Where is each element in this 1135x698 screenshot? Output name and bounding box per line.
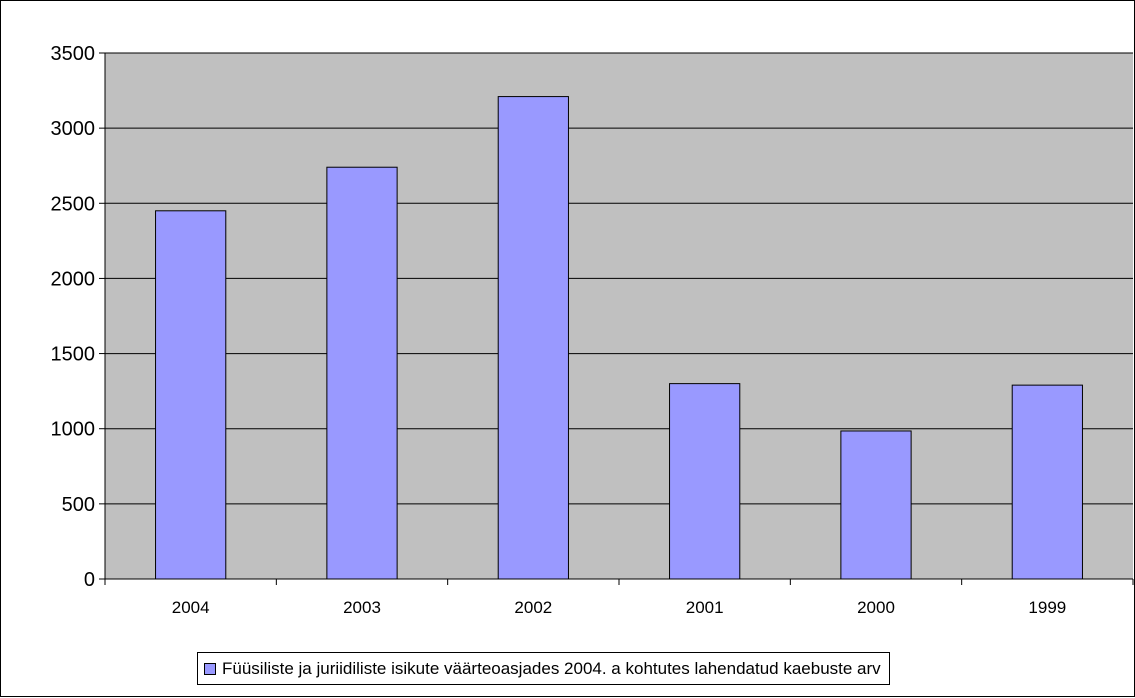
bar-2003: [326, 166, 398, 580]
plot-area: [105, 53, 1133, 579]
y-tick-label: 2500: [51, 193, 96, 215]
x-tick-label: 2004: [172, 598, 210, 617]
bar-1999: [1011, 384, 1083, 580]
y-tick-label: 0: [84, 569, 95, 591]
x-tick-label: 2002: [514, 598, 552, 617]
x-tick-label: 1999: [1028, 598, 1066, 617]
y-tick-label: 3500: [51, 43, 96, 65]
legend-swatch: [204, 662, 216, 675]
x-tick-label: 2000: [857, 598, 895, 617]
legend-label: Füüsiliste ja juriidiliste isikute väärt…: [222, 658, 881, 678]
bar-2000: [840, 430, 912, 580]
bar-2002: [497, 96, 569, 580]
y-tick-label: 1500: [51, 344, 96, 366]
bar-2004: [155, 210, 227, 580]
x-tick-label: 2001: [686, 598, 724, 617]
y-tick-label: 500: [62, 494, 95, 516]
legend: Füüsiliste ja juriidiliste isikute väärt…: [197, 652, 890, 685]
x-tick-label: 2003: [343, 598, 381, 617]
bar-2001: [669, 383, 741, 580]
y-tick-label: 3000: [51, 118, 96, 140]
y-tick-label: 2000: [51, 268, 96, 290]
y-tick-label: 1000: [51, 419, 96, 441]
